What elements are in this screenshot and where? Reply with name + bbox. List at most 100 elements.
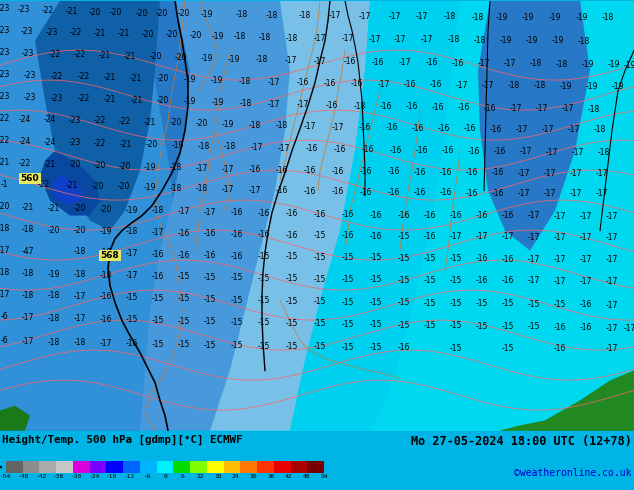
- Text: -22: -22: [119, 117, 131, 126]
- Text: -19: -19: [184, 75, 196, 84]
- Text: -22: -22: [70, 28, 82, 37]
- Text: -15: -15: [152, 316, 164, 325]
- Text: -21: -21: [94, 29, 106, 38]
- Text: -15: -15: [398, 321, 410, 330]
- Text: -20: -20: [196, 119, 208, 128]
- Text: -16: -16: [494, 147, 506, 156]
- Text: -17: -17: [0, 246, 10, 255]
- Text: -17: -17: [516, 125, 528, 134]
- Text: -15: -15: [424, 299, 436, 308]
- Text: -15: -15: [370, 275, 382, 284]
- Text: -18: -18: [259, 33, 271, 42]
- Text: -16: -16: [286, 231, 298, 240]
- Text: -16: -16: [440, 168, 452, 177]
- Text: -22: -22: [42, 6, 54, 15]
- Text: -17: -17: [554, 212, 566, 221]
- Text: -17: -17: [478, 59, 490, 68]
- Text: -16: -16: [490, 125, 502, 134]
- Text: -18: -18: [107, 474, 118, 479]
- Text: -19: -19: [222, 120, 234, 129]
- Text: -17: -17: [596, 169, 608, 178]
- Text: -16: -16: [178, 229, 190, 238]
- Text: Mo 27-05-2024 18:00 UTC (12+78): Mo 27-05-2024 18:00 UTC (12+78): [411, 435, 632, 448]
- Text: -17: -17: [476, 232, 488, 241]
- Text: -16: -16: [231, 208, 243, 217]
- Text: -16: -16: [372, 58, 384, 67]
- Text: -16: -16: [304, 187, 316, 196]
- Text: -19: -19: [201, 10, 213, 19]
- Text: -16: -16: [388, 188, 400, 197]
- Text: -17: -17: [278, 144, 290, 153]
- Text: -6: -6: [0, 312, 8, 321]
- Text: -18: -18: [236, 10, 248, 19]
- Text: -17: -17: [126, 249, 138, 258]
- Text: -15: -15: [398, 254, 410, 263]
- Text: -16: -16: [414, 168, 426, 177]
- Text: -16: -16: [258, 230, 270, 239]
- Text: -19: -19: [228, 55, 240, 64]
- Text: -20: -20: [175, 53, 187, 62]
- Text: -21: -21: [66, 7, 78, 16]
- Text: -19: -19: [576, 13, 588, 22]
- Text: -17: -17: [606, 301, 618, 310]
- Text: -23: -23: [22, 49, 34, 58]
- Text: -19: -19: [48, 270, 60, 279]
- Text: -16: -16: [554, 323, 566, 332]
- Text: -21: -21: [124, 52, 136, 61]
- Text: -15: -15: [126, 293, 138, 302]
- Text: -16: -16: [204, 251, 216, 260]
- Text: -17: -17: [204, 208, 216, 217]
- Text: -17: -17: [504, 59, 516, 68]
- Text: -16: -16: [100, 292, 112, 301]
- Text: -15: -15: [398, 232, 410, 241]
- Text: -18: -18: [299, 11, 311, 20]
- Text: -23: -23: [51, 94, 63, 103]
- Text: -17: -17: [389, 12, 401, 21]
- Text: -16: -16: [178, 251, 190, 260]
- Text: -19: -19: [549, 13, 561, 22]
- Text: -18: -18: [234, 32, 246, 41]
- Text: -15: -15: [204, 317, 216, 326]
- Text: -15: -15: [342, 253, 354, 262]
- Text: -18: -18: [74, 338, 86, 347]
- Text: -21: -21: [66, 181, 78, 190]
- Text: -16: -16: [351, 79, 363, 88]
- Text: -15: -15: [314, 275, 326, 284]
- Text: -15: -15: [450, 276, 462, 285]
- Text: -16: -16: [306, 144, 318, 153]
- Text: -15: -15: [502, 344, 514, 353]
- Text: -17: -17: [624, 324, 634, 333]
- Text: -17: -17: [482, 81, 494, 90]
- Text: -16: -16: [502, 276, 514, 285]
- Text: -19: -19: [612, 82, 624, 91]
- Text: -17: -17: [378, 80, 390, 89]
- Text: -15: -15: [424, 276, 436, 285]
- Text: -17: -17: [178, 207, 190, 216]
- Text: -20: -20: [170, 118, 182, 127]
- Text: -17: -17: [152, 228, 164, 237]
- Text: -21: -21: [144, 118, 156, 127]
- Text: -17: -17: [456, 81, 468, 90]
- Text: -16: -16: [342, 210, 354, 219]
- Text: -22: -22: [0, 114, 10, 123]
- Text: -20: -20: [89, 8, 101, 17]
- Text: -16: -16: [466, 189, 478, 198]
- Polygon shape: [370, 0, 634, 431]
- Text: -17: -17: [126, 271, 138, 280]
- Text: -20: -20: [92, 182, 104, 191]
- Text: -17: -17: [606, 277, 618, 286]
- Text: -16: -16: [492, 189, 504, 198]
- Text: -15: -15: [258, 252, 270, 261]
- Text: -15: -15: [286, 252, 298, 261]
- Text: -16: -16: [554, 344, 566, 353]
- Text: -22: -22: [78, 94, 90, 103]
- Text: -16: -16: [426, 58, 438, 67]
- Text: -18: -18: [48, 291, 60, 300]
- Text: -16: -16: [314, 210, 326, 219]
- Text: -18: -18: [286, 34, 298, 43]
- Text: -16: -16: [580, 300, 592, 309]
- Text: -22: -22: [94, 139, 106, 148]
- Text: -15: -15: [450, 321, 462, 330]
- Text: -24: -24: [44, 138, 56, 147]
- Text: -18: -18: [74, 270, 86, 279]
